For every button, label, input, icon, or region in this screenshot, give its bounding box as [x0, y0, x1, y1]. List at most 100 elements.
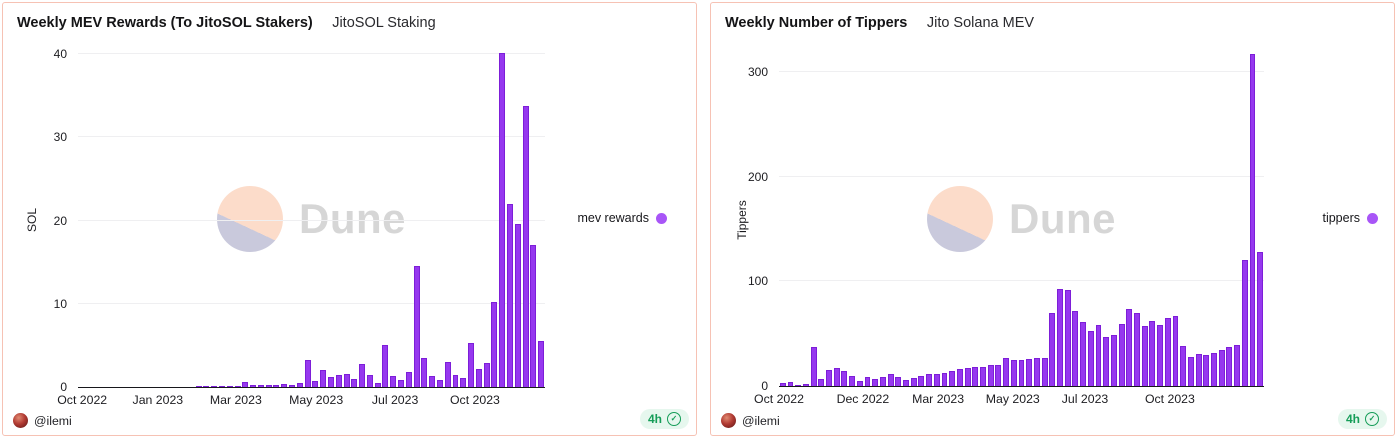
- bar[interactable]: [1226, 347, 1233, 386]
- bar[interactable]: [1018, 359, 1025, 386]
- bar[interactable]: [499, 52, 506, 387]
- bar[interactable]: [1172, 315, 1179, 386]
- bar[interactable]: [795, 384, 802, 386]
- bar[interactable]: [296, 383, 303, 387]
- bar[interactable]: [787, 381, 794, 386]
- bar[interactable]: [1164, 317, 1171, 386]
- bar[interactable]: [918, 375, 925, 386]
- bar[interactable]: [320, 370, 327, 387]
- bar[interactable]: [818, 378, 825, 386]
- bar[interactable]: [980, 367, 986, 386]
- bar[interactable]: [429, 376, 436, 387]
- bar[interactable]: [802, 383, 809, 386]
- bar[interactable]: [335, 374, 342, 387]
- bar[interactable]: [1203, 354, 1210, 386]
- bar[interactable]: [903, 379, 909, 386]
- bar[interactable]: [1095, 325, 1102, 386]
- bar[interactable]: [1157, 325, 1163, 386]
- bar[interactable]: [810, 347, 817, 386]
- bar[interactable]: [1080, 322, 1087, 386]
- bar[interactable]: [926, 374, 933, 386]
- bar[interactable]: [1195, 353, 1202, 386]
- bar[interactable]: [273, 384, 280, 387]
- bar[interactable]: [1134, 312, 1140, 386]
- bar[interactable]: [475, 368, 482, 387]
- bar[interactable]: [312, 381, 319, 387]
- bar[interactable]: [933, 374, 940, 386]
- bar[interactable]: [1064, 289, 1071, 386]
- bar[interactable]: [514, 223, 521, 387]
- bar[interactable]: [538, 341, 545, 387]
- bar[interactable]: [1110, 334, 1117, 386]
- bar[interactable]: [956, 369, 963, 386]
- bar[interactable]: [1072, 310, 1079, 386]
- bar[interactable]: [257, 384, 264, 387]
- bar[interactable]: [468, 342, 475, 387]
- bar[interactable]: [281, 384, 288, 387]
- bar[interactable]: [359, 363, 366, 387]
- legend-item-tippers[interactable]: tippers: [1322, 211, 1378, 225]
- bar[interactable]: [491, 302, 498, 387]
- bar[interactable]: [1234, 345, 1240, 386]
- bar[interactable]: [1211, 352, 1217, 386]
- bar[interactable]: [234, 385, 241, 387]
- legend-item-mev-rewards[interactable]: mev rewards: [577, 211, 667, 225]
- bar[interactable]: [242, 381, 249, 387]
- bar[interactable]: [864, 376, 871, 386]
- bar[interactable]: [460, 377, 467, 387]
- bar[interactable]: [941, 373, 948, 386]
- bar[interactable]: [1149, 321, 1156, 386]
- bar[interactable]: [250, 385, 257, 387]
- bar[interactable]: [1049, 312, 1056, 386]
- freshness-badge[interactable]: 4h ✓: [1337, 409, 1387, 429]
- bar[interactable]: [1180, 346, 1187, 386]
- bar[interactable]: [1026, 358, 1033, 386]
- bar[interactable]: [506, 203, 513, 387]
- bar[interactable]: [382, 345, 389, 387]
- bar[interactable]: [879, 376, 886, 386]
- bar[interactable]: [910, 377, 917, 386]
- bar[interactable]: [405, 372, 412, 387]
- bar[interactable]: [366, 375, 373, 387]
- bar[interactable]: [826, 370, 832, 386]
- bar[interactable]: [421, 357, 428, 387]
- freshness-badge[interactable]: 4h ✓: [639, 409, 689, 429]
- bar[interactable]: [1187, 356, 1194, 386]
- bar[interactable]: [530, 244, 537, 387]
- bar[interactable]: [1241, 260, 1248, 386]
- bar[interactable]: [398, 380, 404, 387]
- author-link[interactable]: @ilemi: [721, 413, 780, 428]
- bar[interactable]: [343, 373, 350, 387]
- bar[interactable]: [327, 377, 334, 387]
- bar[interactable]: [841, 371, 848, 386]
- bar[interactable]: [1087, 330, 1094, 386]
- bar[interactable]: [895, 376, 902, 386]
- bar[interactable]: [872, 378, 879, 386]
- bar[interactable]: [436, 380, 443, 387]
- bar[interactable]: [1033, 357, 1040, 386]
- bar[interactable]: [351, 379, 358, 387]
- bar[interactable]: [972, 367, 979, 386]
- bar[interactable]: [1041, 357, 1048, 386]
- bar[interactable]: [779, 382, 786, 386]
- bar[interactable]: [849, 375, 856, 386]
- bar[interactable]: [1057, 288, 1063, 386]
- bar[interactable]: [374, 382, 381, 387]
- bar[interactable]: [987, 365, 994, 386]
- bar[interactable]: [949, 371, 956, 386]
- bar[interactable]: [1118, 324, 1125, 386]
- bar[interactable]: [1126, 308, 1133, 386]
- bar[interactable]: [1141, 326, 1148, 386]
- bar[interactable]: [452, 375, 459, 387]
- bar[interactable]: [1257, 252, 1264, 386]
- bar[interactable]: [856, 380, 863, 386]
- bar[interactable]: [1003, 357, 1010, 386]
- bar[interactable]: [304, 359, 311, 387]
- bar[interactable]: [444, 362, 451, 387]
- bar[interactable]: [413, 266, 420, 387]
- bar[interactable]: [964, 368, 971, 386]
- author-link[interactable]: @ilemi: [13, 413, 72, 428]
- bar[interactable]: [1249, 54, 1256, 386]
- bar[interactable]: [1103, 336, 1110, 386]
- bar[interactable]: [833, 368, 840, 386]
